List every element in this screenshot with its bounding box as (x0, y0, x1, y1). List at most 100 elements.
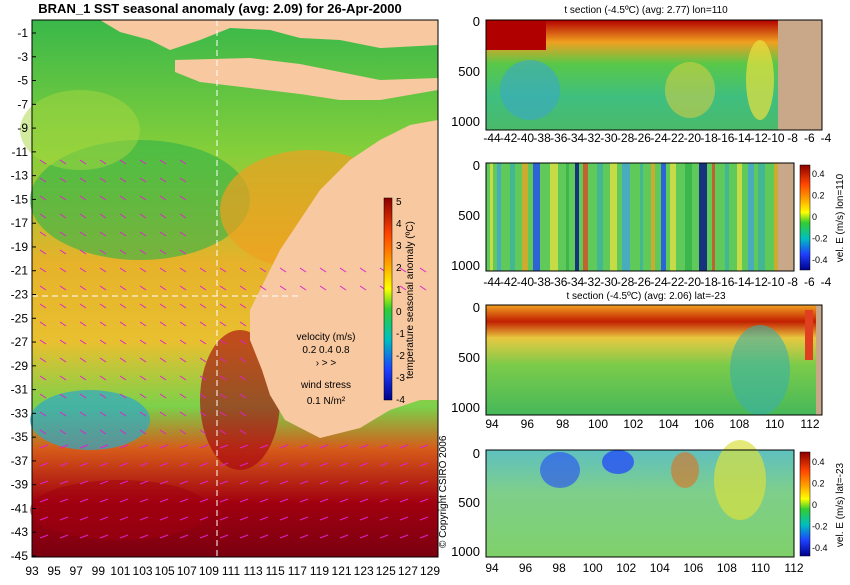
copyright: © Copyright CSIRO 2006 (438, 435, 449, 548)
wind-arrow (99, 303, 107, 309)
panel3-patch (805, 310, 813, 360)
wind-arrow (419, 267, 427, 273)
wind-arrow (159, 498, 169, 503)
panel1-patch (500, 60, 560, 120)
wind-arrow (119, 303, 127, 309)
wind-arrow (219, 339, 227, 345)
anomaly-patch (30, 140, 250, 260)
wind-arrow (99, 411, 107, 417)
wind-arrow (379, 516, 389, 521)
panel2-stripe (566, 163, 569, 271)
wind-arrow (199, 534, 209, 539)
wind-arrow (259, 462, 269, 467)
map-y-tick-label: -39 (11, 478, 29, 492)
panel2-stripe (533, 163, 540, 271)
wind-arrow (99, 357, 107, 363)
wind-arrow (339, 462, 349, 467)
wind-arrow (219, 462, 229, 467)
map-x-tick-label: 113 (244, 564, 263, 578)
wind-arrow (139, 231, 147, 237)
wind-arrow (99, 498, 109, 503)
colorbar-tick-label: -2 (396, 351, 405, 362)
map-x-tick-label: 111 (222, 564, 241, 578)
wind-arrow (139, 195, 147, 201)
panel-colorbar-tick-label: -0.4 (812, 255, 828, 265)
wind-arrow (219, 480, 229, 485)
panel1-plot (485, 19, 823, 131)
panel-x-tick-label: -26 (634, 131, 652, 145)
wind-arrow (79, 534, 89, 539)
map-y-tick-label: -17 (11, 216, 29, 230)
velocity-legend: velocity (m/s) 0.2 0.4 0.8 › > > wind st… (297, 332, 356, 407)
wind-arrow (159, 411, 167, 417)
wind-arrow (339, 267, 347, 273)
wind-arrow (159, 303, 167, 309)
wind-arrow (359, 267, 367, 273)
panel3-land (816, 305, 822, 415)
panel-x-tick-label: -18 (700, 131, 718, 145)
map-y-tick-label: -3 (17, 50, 28, 64)
map-colorbar: 5 4 3 2 1 0 -1 -2 -3 -4 temperature seasonal anom… (383, 197, 416, 406)
wind-arrow (59, 480, 69, 485)
wind-arrow (219, 516, 229, 521)
panel-x-tick-label: 94 (485, 561, 499, 575)
colorbar-tick-label: 4 (396, 219, 402, 230)
map-y-tick-label: -19 (11, 240, 29, 254)
map-frame (31, 19, 439, 558)
wind-arrow (119, 195, 127, 201)
wind-arrow (99, 195, 107, 201)
wind-arrow (419, 444, 429, 449)
wind-arrow (79, 375, 87, 381)
panel2-stripe (522, 163, 528, 271)
wind-arrow (299, 285, 307, 291)
wind-arrow (99, 177, 107, 183)
panel-x-tick-label: -42 (500, 275, 518, 289)
colorbar-tick-label: 5 (396, 197, 402, 208)
wind-arrow (239, 375, 247, 381)
panel3-frame (485, 304, 823, 416)
wind-arrow (179, 480, 189, 485)
panel-y-tick-label: 1000 (451, 544, 480, 559)
wind-arrow (59, 534, 69, 539)
panel-x-tick-label: -18 (700, 275, 718, 289)
wind-arrow (259, 516, 269, 521)
wind-arrow (259, 267, 267, 273)
panel2-stripe (758, 163, 765, 271)
wind-arrow (159, 285, 167, 291)
wind-arrow (119, 429, 127, 435)
wind-scale: 0.1 N/m² (307, 396, 346, 407)
wind-arrow (199, 462, 209, 467)
wind-arrow (39, 444, 49, 449)
wind-arrow (299, 444, 309, 449)
panel2-stripe (583, 163, 588, 271)
wind-arrow (99, 534, 109, 539)
panel-x-tick-label: 108 (729, 417, 749, 431)
wind-arrow (159, 249, 167, 255)
panel-colorbar-tick-label: -0.4 (812, 543, 828, 553)
wind-arrow (279, 285, 287, 291)
panel2-colorbar: 0.4 0.2 0 -0.2 -0.4 vel. E (m/s) lon=110 (799, 164, 846, 271)
panel-x-tick-label: 96 (519, 561, 533, 575)
wind-arrow (99, 393, 107, 399)
panel-x-tick-label: 104 (659, 417, 679, 431)
panel2-stripe (670, 163, 676, 271)
colorbar-tick-label: 2 (396, 263, 402, 274)
wind-arrow (139, 339, 147, 345)
wind-arrow (319, 462, 329, 467)
wind-arrow (59, 375, 67, 381)
panel2-colorbar-ticks: 0.4 0.2 0 -0.2 -0.4 (812, 169, 828, 265)
panel2-stripe (622, 163, 630, 271)
wind-arrow (319, 534, 329, 539)
wind-arrow (119, 339, 127, 345)
wind-arrow (59, 303, 67, 309)
panel1-patch (665, 62, 715, 118)
panel-x-tick-label: -38 (533, 275, 551, 289)
wind-arrow (259, 498, 269, 503)
wind-arrow (359, 534, 369, 539)
wind-arrow (279, 516, 289, 521)
panel-x-tick-label: -10 (767, 131, 785, 145)
wind-arrow (179, 231, 187, 237)
wind-arrow (79, 429, 87, 435)
panel-y-tick-label: 500 (458, 495, 480, 510)
wind-arrow (319, 285, 327, 291)
